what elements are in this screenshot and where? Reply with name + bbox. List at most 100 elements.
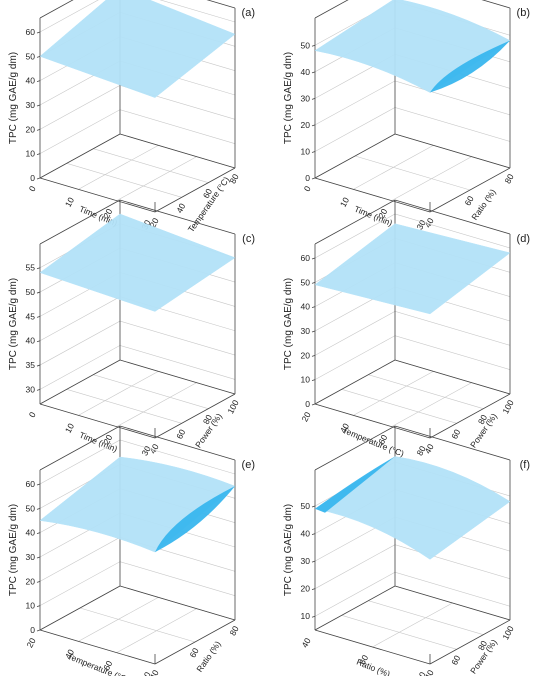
box-edge	[429, 167, 511, 213]
panel-label: (a)	[242, 7, 255, 19]
z-gridline	[39, 320, 236, 366]
z-tick-label: 10	[301, 375, 311, 385]
x-gridline	[391, 382, 472, 427]
box-edge	[314, 177, 431, 213]
x-gridline	[78, 145, 159, 190]
y-tick-label: 100	[500, 398, 516, 415]
z-tick-label: 40	[301, 67, 311, 77]
x-tick-label: 0	[302, 184, 313, 193]
z-tick	[311, 281, 316, 284]
panel-label: (f)	[520, 459, 530, 471]
x-gridline	[78, 371, 159, 416]
z-gridline	[314, 80, 511, 126]
z-gridline	[314, 311, 511, 356]
y-tick-label: 100	[225, 398, 241, 415]
x-axis-title: Ratio (%)	[355, 657, 392, 676]
z-tick-label: 35	[26, 360, 36, 370]
box-edge	[314, 133, 396, 179]
box-edge	[314, 629, 431, 665]
z-tick	[36, 267, 41, 270]
x-tick-label: 0	[27, 410, 38, 419]
x-tick-label: 10	[63, 195, 76, 208]
z-tick-label: 30	[26, 552, 36, 562]
box-edge	[119, 199, 236, 235]
y-tick-label: 80	[227, 624, 240, 637]
z-tick	[36, 629, 41, 632]
x-tick-label: 20	[101, 433, 114, 446]
x-tick-label: 30	[139, 444, 152, 457]
box-edge	[314, 403, 431, 439]
z-tick-label: 10	[301, 146, 311, 156]
z-tick	[36, 55, 41, 58]
box-edge	[206, 0, 236, 9]
z-tick	[311, 505, 316, 508]
z-tick	[311, 306, 316, 309]
z-tick-label: 0	[305, 173, 310, 183]
z-tick-label: 40	[26, 336, 36, 346]
z-tick	[311, 403, 316, 406]
z-tick	[311, 44, 316, 47]
x-tick-label: 30	[414, 218, 427, 231]
z-axis-title: TPC (mg GAE/g dm)	[8, 504, 19, 596]
z-axis-title: TPC (mg GAE/g dm)	[283, 52, 294, 144]
y-tick-label: 80	[201, 413, 214, 426]
z-tick	[36, 483, 41, 486]
panel-label: (d)	[517, 233, 530, 245]
box-edge	[39, 0, 74, 19]
box-edge	[481, 0, 511, 9]
box-edge	[119, 425, 236, 461]
y-tick-label: 80	[502, 172, 515, 185]
panel-label: (e)	[242, 459, 255, 471]
response-surface	[314, 456, 511, 560]
box-edge	[39, 629, 156, 665]
y-gridline	[354, 155, 471, 191]
z-tick-label: 20	[301, 350, 311, 360]
z-gridline	[314, 544, 511, 589]
z-tick-label: 40	[26, 528, 36, 538]
box-edge	[314, 199, 396, 245]
x-axis-title: Temperature (°C)	[66, 651, 130, 676]
z-gridline	[39, 109, 236, 154]
panel-label: (b)	[517, 7, 530, 19]
y-gridline	[93, 148, 209, 183]
z-gridline	[39, 85, 236, 130]
z-tick-label: 30	[301, 556, 311, 566]
z-gridline	[314, 133, 511, 179]
z-tick-label: 55	[26, 263, 36, 273]
y-gridline	[341, 615, 457, 650]
z-tick-label: 20	[26, 576, 36, 586]
z-axis-title: TPC (mg GAE/g dm)	[8, 278, 19, 370]
y-axis-title: Ratio (%)	[194, 639, 223, 674]
z-tick	[36, 507, 41, 510]
z-axis-title: TPC (mg GAE/g dm)	[283, 504, 294, 596]
box-edge	[39, 133, 121, 179]
box-edge	[39, 425, 121, 471]
z-tick-label: 50	[26, 287, 36, 297]
x-tick-label: 10	[63, 421, 76, 434]
y-tick-label: 100	[500, 624, 516, 641]
z-tick-label: 60	[301, 253, 311, 263]
y-tick-label: 40	[422, 442, 435, 455]
panel-c: 30 35 40 45 50 55 TPC (mg GAE/g dm) 0 10 20 30 Time…	[8, 199, 255, 457]
y-tick-label: 60	[449, 427, 462, 440]
box-edge	[154, 167, 236, 213]
x-gridline	[116, 382, 197, 427]
y-gridline	[66, 163, 182, 198]
box-edge	[394, 425, 511, 461]
z-tick	[36, 580, 41, 583]
z-tick-label: 50	[26, 503, 36, 513]
z-tick	[311, 354, 316, 357]
z-tick	[36, 104, 41, 107]
box-edge	[314, 359, 396, 405]
z-tick	[36, 340, 41, 343]
z-axis-title: TPC (mg GAE/g dm)	[283, 278, 294, 370]
z-tick-label: 40	[301, 529, 311, 539]
x-tick-label: 40	[338, 421, 351, 434]
x-axis-title: Time (min)	[353, 204, 394, 228]
y-tick-label: 60	[449, 653, 462, 666]
box-edge	[39, 177, 156, 213]
z-tick	[311, 97, 316, 100]
box-edge	[429, 393, 511, 439]
y-tick-label: 40	[422, 216, 435, 229]
